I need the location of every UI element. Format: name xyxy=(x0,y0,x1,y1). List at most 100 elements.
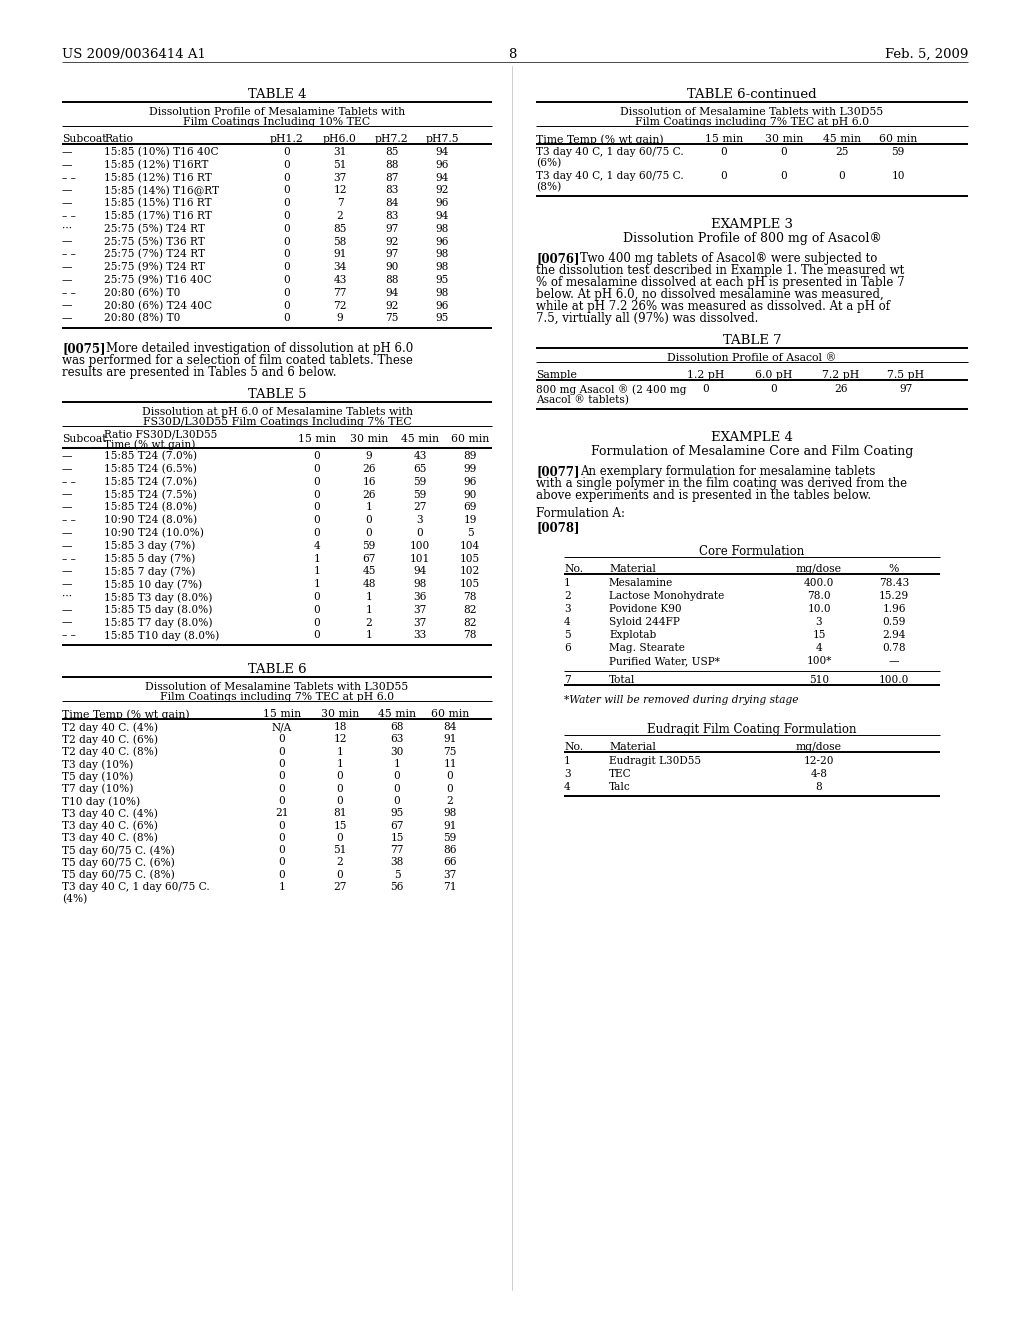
Text: —: — xyxy=(62,566,73,577)
Text: while at pH 7.2 26% was measured as dissolved. At a pH of: while at pH 7.2 26% was measured as diss… xyxy=(536,300,890,313)
Text: —: — xyxy=(62,451,73,461)
Text: 36: 36 xyxy=(414,591,427,602)
Text: 0: 0 xyxy=(284,275,291,285)
Text: 25:75 (9%) T16 40C: 25:75 (9%) T16 40C xyxy=(104,275,212,285)
Text: 15:85 T24 (6.5%): 15:85 T24 (6.5%) xyxy=(104,465,197,474)
Text: [0077]: [0077] xyxy=(536,465,580,478)
Text: – –: – – xyxy=(62,631,76,640)
Text: 4-8: 4-8 xyxy=(811,770,827,779)
Text: Formulation A:: Formulation A: xyxy=(536,507,625,520)
Text: 0: 0 xyxy=(366,528,373,539)
Text: 7.5, virtually all (97%) was dissolved.: 7.5, virtually all (97%) was dissolved. xyxy=(536,312,759,325)
Text: 19: 19 xyxy=(463,515,477,525)
Text: 0.78: 0.78 xyxy=(883,643,906,653)
Text: T3 day 40 C. (8%): T3 day 40 C. (8%) xyxy=(62,833,158,843)
Text: 0: 0 xyxy=(313,503,321,512)
Text: 25:75 (5%) T24 RT: 25:75 (5%) T24 RT xyxy=(104,224,205,234)
Text: 15:85 T24 (7.0%): 15:85 T24 (7.0%) xyxy=(104,451,197,462)
Text: 0: 0 xyxy=(337,784,343,793)
Text: Purified Water, USP*: Purified Water, USP* xyxy=(609,656,720,667)
Text: 0: 0 xyxy=(337,771,343,781)
Text: 0: 0 xyxy=(279,771,286,781)
Text: Time Temp (% wt gain): Time Temp (% wt gain) xyxy=(536,135,664,145)
Text: 78.0: 78.0 xyxy=(807,591,830,601)
Text: 1: 1 xyxy=(366,503,373,512)
Text: Two 400 mg tablets of Asacol® were subjected to: Two 400 mg tablets of Asacol® were subje… xyxy=(580,252,878,265)
Text: 7.2 pH: 7.2 pH xyxy=(822,370,859,380)
Text: 15:85 (14%) T16@RT: 15:85 (14%) T16@RT xyxy=(104,185,219,195)
Text: 20:80 (6%) T24 40C: 20:80 (6%) T24 40C xyxy=(104,301,212,312)
Text: 105: 105 xyxy=(460,553,480,564)
Text: 82: 82 xyxy=(463,618,477,627)
Text: No.: No. xyxy=(564,564,583,574)
Text: mg/dose: mg/dose xyxy=(796,742,842,752)
Text: 33: 33 xyxy=(414,631,427,640)
Text: 98: 98 xyxy=(435,224,449,234)
Text: 0: 0 xyxy=(284,211,291,220)
Text: 0.59: 0.59 xyxy=(883,616,905,627)
Text: T3 day (10%): T3 day (10%) xyxy=(62,759,133,770)
Text: 15:85 (12%) T16 RT: 15:85 (12%) T16 RT xyxy=(104,173,212,183)
Text: 0: 0 xyxy=(284,173,291,182)
Text: 60 min: 60 min xyxy=(431,709,469,719)
Text: Film Coatings including 7% TEC at pH 6.0: Film Coatings including 7% TEC at pH 6.0 xyxy=(160,692,394,702)
Text: —: — xyxy=(62,465,73,474)
Text: 15:85 T5 day (8.0%): 15:85 T5 day (8.0%) xyxy=(104,605,212,615)
Text: Time (% wt gain): Time (% wt gain) xyxy=(104,440,196,450)
Text: 65: 65 xyxy=(414,465,427,474)
Text: 0: 0 xyxy=(284,198,291,209)
Text: 31: 31 xyxy=(334,147,347,157)
Text: 8: 8 xyxy=(816,781,822,792)
Text: 95: 95 xyxy=(435,275,449,285)
Text: 45: 45 xyxy=(362,566,376,577)
Text: 30 min: 30 min xyxy=(321,709,359,719)
Text: 1: 1 xyxy=(313,566,321,577)
Text: 20:80 (8%) T0: 20:80 (8%) T0 xyxy=(104,313,180,323)
Text: 51: 51 xyxy=(334,845,347,855)
Text: 800 mg Asacol ® (2 400 mg: 800 mg Asacol ® (2 400 mg xyxy=(536,384,686,395)
Text: —: — xyxy=(62,313,73,323)
Text: More detailed investigation of dissolution at pH 6.0: More detailed investigation of dissoluti… xyxy=(106,342,414,355)
Text: Subcoat: Subcoat xyxy=(62,434,106,445)
Text: 9: 9 xyxy=(337,313,343,323)
Text: 0: 0 xyxy=(284,288,291,298)
Text: results are presented in Tables 5 and 6 below.: results are presented in Tables 5 and 6 … xyxy=(62,366,337,379)
Text: 7: 7 xyxy=(564,675,570,685)
Text: 15:85 3 day (7%): 15:85 3 day (7%) xyxy=(104,541,196,552)
Text: 85: 85 xyxy=(334,224,347,234)
Text: TABLE 5: TABLE 5 xyxy=(248,388,306,401)
Text: 1: 1 xyxy=(564,578,570,587)
Text: 97: 97 xyxy=(385,224,398,234)
Text: 43: 43 xyxy=(414,451,427,461)
Text: T2 day 40 C. (8%): T2 day 40 C. (8%) xyxy=(62,747,158,758)
Text: 34: 34 xyxy=(334,263,347,272)
Text: Dissolution of Mesalamine Tablets with L30D55: Dissolution of Mesalamine Tablets with L… xyxy=(145,682,409,692)
Text: 81: 81 xyxy=(333,808,347,818)
Text: Eudragit Film Coating Formulation: Eudragit Film Coating Formulation xyxy=(647,723,857,737)
Text: Povidone K90: Povidone K90 xyxy=(609,605,682,614)
Text: 5: 5 xyxy=(393,870,400,880)
Text: – –: – – xyxy=(62,173,76,182)
Text: 94: 94 xyxy=(435,147,449,157)
Text: 85: 85 xyxy=(385,147,398,157)
Text: 90: 90 xyxy=(463,490,477,499)
Text: 0: 0 xyxy=(393,771,400,781)
Text: 15:85 (15%) T16 RT: 15:85 (15%) T16 RT xyxy=(104,198,212,209)
Text: 91: 91 xyxy=(443,821,457,830)
Text: mg/dose: mg/dose xyxy=(796,564,842,574)
Text: 26: 26 xyxy=(362,490,376,499)
Text: 0: 0 xyxy=(780,147,787,157)
Text: —: — xyxy=(62,301,73,310)
Text: —: — xyxy=(889,656,899,667)
Text: 92: 92 xyxy=(385,236,398,247)
Text: Mag. Stearate: Mag. Stearate xyxy=(609,643,685,653)
Text: 37: 37 xyxy=(414,605,427,615)
Text: ···: ··· xyxy=(62,224,72,234)
Text: 15:85 (10%) T16 40C: 15:85 (10%) T16 40C xyxy=(104,147,219,157)
Text: T5 day 60/75 C. (4%): T5 day 60/75 C. (4%) xyxy=(62,845,175,855)
Text: 96: 96 xyxy=(435,160,449,170)
Text: 98: 98 xyxy=(435,249,449,260)
Text: 1.96: 1.96 xyxy=(883,605,906,614)
Text: 45 min: 45 min xyxy=(401,434,439,445)
Text: 78: 78 xyxy=(463,591,477,602)
